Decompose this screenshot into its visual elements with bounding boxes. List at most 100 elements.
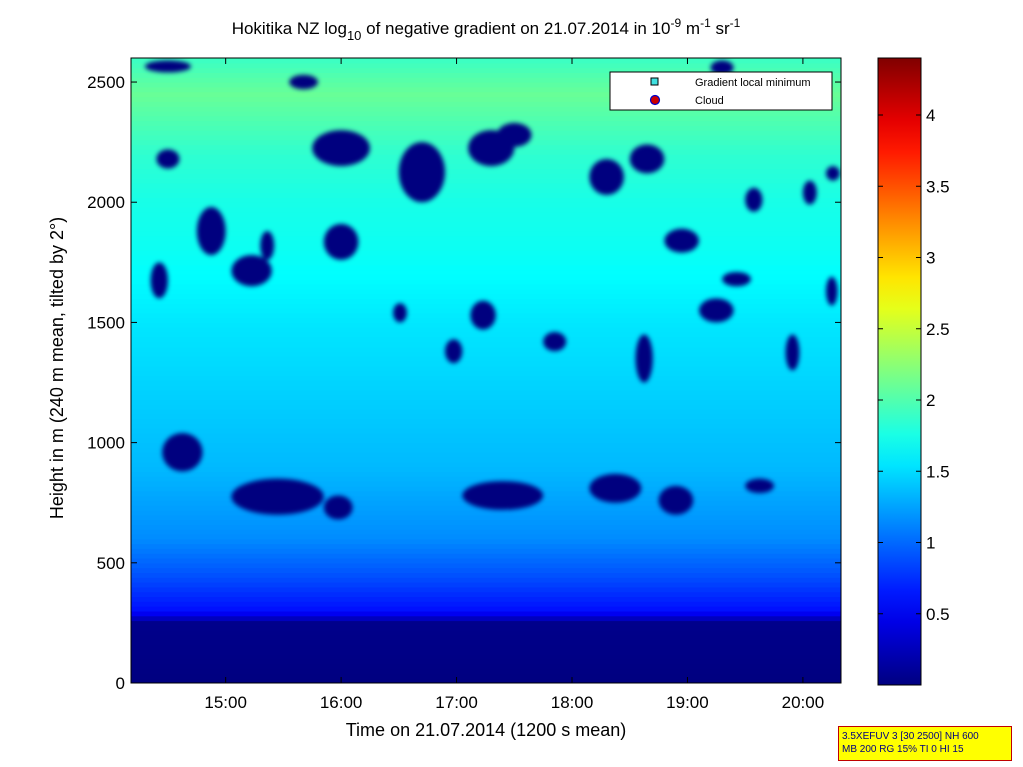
heatmap-band — [131, 279, 841, 285]
heatmap-band — [131, 216, 841, 223]
heatmap-band — [131, 586, 841, 593]
heatmap-band — [131, 360, 841, 367]
heatmap-band — [131, 375, 841, 381]
plot-frame — [130, 57, 842, 684]
colorbar-tick-label: 3.5 — [926, 177, 950, 196]
y-tick-label: 1500 — [87, 313, 125, 332]
heatmap-band — [131, 62, 841, 69]
heatmap-patch — [658, 485, 694, 515]
heatmap-band — [131, 221, 841, 227]
heatmap-band — [131, 211, 841, 218]
heatmap-band — [131, 577, 841, 583]
heatmap-band — [131, 356, 841, 362]
heatmap-band — [131, 553, 841, 559]
colorbar — [877, 57, 922, 686]
x-tick-label: 19:00 — [666, 693, 709, 712]
heatmap-band — [131, 370, 841, 376]
colorbar-tick-label: 0.5 — [926, 605, 950, 624]
heatmap-patch — [196, 207, 226, 256]
heatmap-band — [131, 240, 841, 247]
colorbar-tick-label: 4 — [926, 106, 935, 125]
heatmap-band — [131, 408, 841, 415]
heatmap-band — [131, 389, 841, 396]
heatmap-band — [131, 543, 841, 549]
heatmap-patch — [312, 130, 370, 167]
y-axis-label: Height in m (240 m mean, tilted by 2°) — [47, 217, 67, 519]
heatmap-band — [131, 428, 841, 434]
y-tick-label: 1000 — [87, 434, 125, 453]
heatmap-patch — [635, 334, 653, 383]
heatmap-band — [131, 168, 841, 174]
heatmap-patch — [785, 334, 800, 371]
heatmap-band — [131, 634, 841, 641]
colorbar-tick-label: 1.5 — [926, 462, 950, 481]
heatmap-patch — [825, 276, 838, 306]
y-tick-label: 0 — [116, 674, 125, 693]
heatmap-band — [131, 183, 841, 189]
x-tick-label: 17:00 — [435, 693, 478, 712]
x-tick-label: 18:00 — [551, 693, 594, 712]
x-axis: 15:00 16:00 17:00 18:00 19:00 20:00 — [204, 58, 824, 712]
heatmap-patch — [156, 149, 180, 169]
heatmap-patch — [289, 74, 319, 90]
colorbar-tick-label: 3 — [926, 249, 935, 268]
colorbar-tick-label: 2 — [926, 391, 935, 410]
heatmap-band — [131, 625, 841, 631]
heatmap-band — [131, 226, 841, 232]
heatmap-band — [131, 558, 841, 564]
heatmap-patch — [231, 255, 272, 287]
heatmap-band — [131, 639, 841, 646]
legend-box — [609, 71, 833, 111]
heatmap-band — [131, 235, 841, 242]
heatmap-band — [131, 96, 841, 102]
heatmap-band — [131, 82, 841, 88]
heatmap-band — [131, 673, 841, 679]
heatmap-band — [131, 404, 841, 410]
colorbar-ticks: 0.5 1 1.5 2 2.5 3 3.5 4 — [878, 106, 950, 624]
heatmap-patch — [710, 60, 734, 75]
heatmap-patch — [260, 231, 275, 260]
heatmap-band — [131, 67, 841, 74]
heatmap-band — [131, 582, 841, 588]
heatmap-band — [131, 163, 841, 170]
heatmap-band — [131, 192, 841, 199]
heatmap-band — [131, 259, 841, 266]
info-line-1: 3.5XEFUV 3 [30 2500] NH 600 — [842, 731, 979, 742]
heatmap-band — [131, 380, 841, 386]
heatmap-band — [131, 197, 841, 203]
heatmap-band — [131, 365, 841, 372]
heatmap-band — [131, 423, 841, 429]
heatmap-band — [131, 255, 841, 261]
heatmap-band — [131, 288, 841, 295]
heatmap-band — [131, 106, 841, 112]
heatmap-band — [131, 418, 841, 424]
heatmap-patch — [589, 158, 624, 196]
colorbar-tick-label: 1 — [926, 534, 935, 553]
heatmap-band — [131, 336, 841, 343]
heatmap-patch — [150, 262, 168, 299]
heatmap-band — [131, 413, 841, 420]
heatmap-patch — [398, 142, 446, 203]
heatmap-band — [131, 341, 841, 348]
heatmap-band — [131, 606, 841, 612]
heatmap-band — [131, 447, 841, 453]
heatmap-band — [131, 471, 841, 477]
y-axis: 0 500 1000 1500 2000 2500 — [87, 73, 841, 693]
heatmap-band — [131, 187, 841, 194]
heatmap-patch — [323, 223, 359, 260]
chart-title: Hokitika NZ log10 of negative gradient o… — [232, 16, 741, 43]
heatmap-band — [131, 562, 841, 569]
heatmap-band — [131, 548, 841, 554]
info-box: 3.5XEFUV 3 [30 2500] NH 600 MB 200 RG 15… — [838, 726, 1012, 761]
heatmap-band — [131, 476, 841, 482]
heatmap-band — [131, 524, 841, 530]
heatmap-band — [131, 298, 841, 304]
heatmap-band — [131, 58, 841, 64]
heatmap-band — [131, 630, 841, 636]
y-tick-label: 2500 — [87, 73, 125, 92]
heatmap-patch — [323, 495, 353, 520]
heatmap-band — [131, 264, 841, 271]
info-line-2: MB 200 RG 15% TI 0 HI 15 — [842, 744, 964, 755]
heatmap-band — [131, 351, 841, 357]
heatmap-band — [131, 668, 841, 674]
